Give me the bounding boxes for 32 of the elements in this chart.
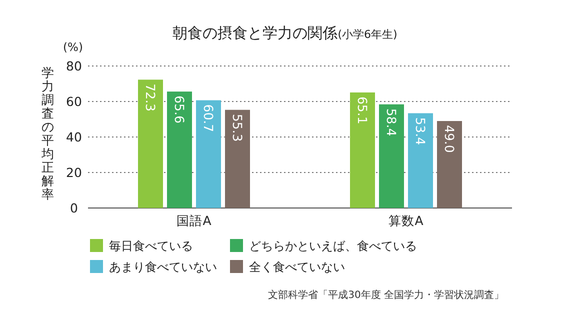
bar [350,92,375,208]
data-label: 60.7 [201,104,216,132]
y-tick-label: 80 [66,58,82,74]
chart-subtitle: (小学6年生) [338,28,398,41]
y-tick-label: 20 [66,165,82,180]
data-label: 72.3 [143,84,158,112]
data-label: 55.3 [230,114,245,142]
data-label: 53.4 [413,117,428,146]
bar [138,80,163,208]
data-label: 65.6 [172,96,187,124]
data-label: 65.1 [355,96,370,124]
bar [379,104,404,208]
legend-label: 全く食べていない [249,260,345,274]
text: 文部科学省「平成30年度 全国学力・学習状況調査」 [268,289,504,301]
text: 学力調査の平均正解率 [42,65,54,202]
legend-label: どちらかといえば、食べている [249,239,417,253]
bar [196,100,221,208]
chart-title: 朝食の摂食と学力の関係 [172,24,338,42]
x-tick-label: 算数A [388,213,424,228]
data-label: 58.4 [384,108,399,136]
legend-label: 毎日食べている [109,239,193,253]
legend-label: あまり食べていない [109,260,217,274]
y-tick-label: 0 [70,200,78,216]
bar [408,113,433,208]
bar [225,110,250,208]
text: (%) [63,40,83,54]
y-tick-label: 60 [66,94,82,109]
data-label: 49.0 [442,125,457,153]
bar [167,92,192,208]
x-tick-label: 国語A [176,213,212,228]
bar [437,121,462,208]
y-tick-label: 40 [66,130,82,144]
